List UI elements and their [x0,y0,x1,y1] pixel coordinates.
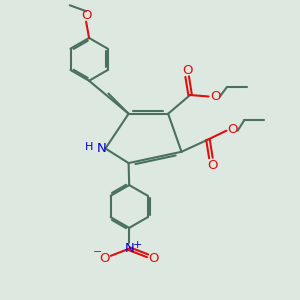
Text: O: O [100,252,110,265]
Text: +: + [133,240,142,250]
Text: O: O [207,159,218,172]
Text: H: H [85,142,93,152]
Text: O: O [148,252,159,265]
Text: O: O [182,64,192,76]
Text: N: N [125,242,135,255]
Text: O: O [210,90,220,103]
Text: O: O [81,9,91,22]
Text: −: − [93,247,102,257]
Text: N: N [97,142,107,155]
Text: O: O [228,123,238,136]
